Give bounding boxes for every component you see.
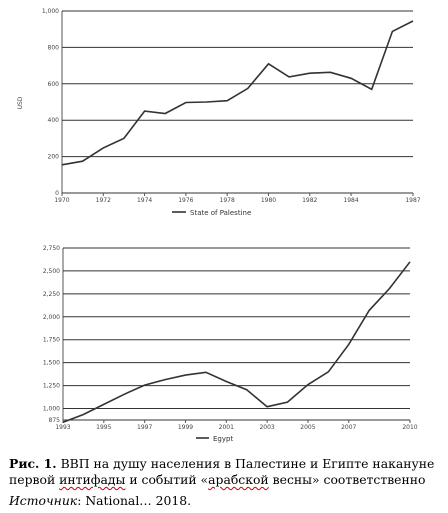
c1-x-tick-label: 1974 <box>137 197 152 204</box>
c1-y-tick-label: 0 <box>55 190 59 197</box>
chart2-legend: Egypt <box>196 435 233 443</box>
c1-x-tick-label: 1976 <box>178 197 193 204</box>
caption-text-c: весны» соответственно <box>268 472 426 487</box>
source-text: : National… 2018. <box>77 493 192 508</box>
c1-y-tick-label: 600 <box>48 81 60 88</box>
c2-y-tick-label: 2,250 <box>43 291 60 298</box>
source-label: Источник <box>9 493 78 508</box>
chart1-x-ticks: 1970 1972 1974 1976 1978 1980 1982 1984 1987 <box>54 193 421 204</box>
c2-x-tick-label: 2003 <box>259 424 274 431</box>
c2-x-tick-label: 1993 <box>55 424 70 431</box>
c1-x-tick-label: 1982 <box>302 197 317 204</box>
caption-text-b: и событий « <box>125 472 209 487</box>
c2-y-tick-label: 1,250 <box>43 383 60 390</box>
caption-word-1: интифады <box>59 472 126 487</box>
c2-x-tick-label: 2005 <box>300 424 315 431</box>
caption-label: Рис. 1. <box>9 456 57 471</box>
chart1-series <box>61 20 414 166</box>
c2-y-tick-label: 1,000 <box>43 406 60 413</box>
c2-x-tick-label: 1995 <box>96 424 111 431</box>
chart2-legend-label: Egypt <box>213 435 233 443</box>
chart2-x-ticks: 1993 1995 1997 1999 2001 2003 2005 2007 2010 <box>55 420 418 431</box>
c2-x-tick-label: 1999 <box>178 424 193 431</box>
chart1-y-ticks: 0 200 400 600 800 1,000 <box>42 8 59 197</box>
c1-y-tick-label: 800 <box>48 44 60 51</box>
c2-y-tick-label: 875 <box>49 417 61 424</box>
c2-series-line <box>62 261 411 424</box>
chart1-legend: State of Palestine <box>172 209 251 217</box>
c1-x-tick-label: 1980 <box>261 197 276 204</box>
c2-y-tick-label: 2,750 <box>43 245 60 252</box>
egypt-gdp-chart: 875 1,000 1,250 1,500 1,750 2,000 2,250 2,500 2,… <box>43 245 418 443</box>
c1-x-tick-label: 1984 <box>343 197 358 204</box>
c1-series-line <box>61 20 414 166</box>
c2-x-tick-label: 1997 <box>137 424 152 431</box>
c1-y-tick-label: 1,000 <box>42 8 59 15</box>
c2-x-tick-label: 2001 <box>219 424 234 431</box>
c1-x-tick-label: 1970 <box>54 197 69 204</box>
c2-y-tick-label: 2,500 <box>43 268 60 275</box>
c1-y-tick-label: 400 <box>48 117 60 124</box>
c2-y-tick-label: 2,000 <box>43 314 60 321</box>
chart2-y-ticks: 875 1,000 1,250 1,500 1,750 2,000 2,250 2,500 2,… <box>43 245 60 424</box>
figure-caption: Рис. 1. ВВП на душу населения в Палестин… <box>9 456 441 488</box>
c2-y-tick-label: 1,500 <box>43 360 60 367</box>
chart1-y-axis-label: USD <box>17 96 24 109</box>
chart1-gridlines <box>61 10 413 194</box>
c1-x-tick-label: 1972 <box>96 197 111 204</box>
chart2-series <box>62 261 411 424</box>
c1-y-tick-label: 200 <box>48 154 60 161</box>
caption-word-2: арабской <box>208 472 269 487</box>
chart2-gridlines <box>62 247 410 421</box>
c1-x-tick-label: 1978 <box>220 197 235 204</box>
c1-x-tick-label: 1987 <box>405 197 420 204</box>
c2-y-tick-label: 1,750 <box>43 337 60 344</box>
c2-x-tick-label: 2010 <box>402 424 417 431</box>
c2-x-tick-label: 2007 <box>341 424 356 431</box>
figure-source: Источник: National… 2018. <box>9 493 191 508</box>
caption-text-a: ВВП на душу населения в Палестине и Егип… <box>9 456 435 487</box>
chart1-legend-label: State of Palestine <box>190 209 251 217</box>
